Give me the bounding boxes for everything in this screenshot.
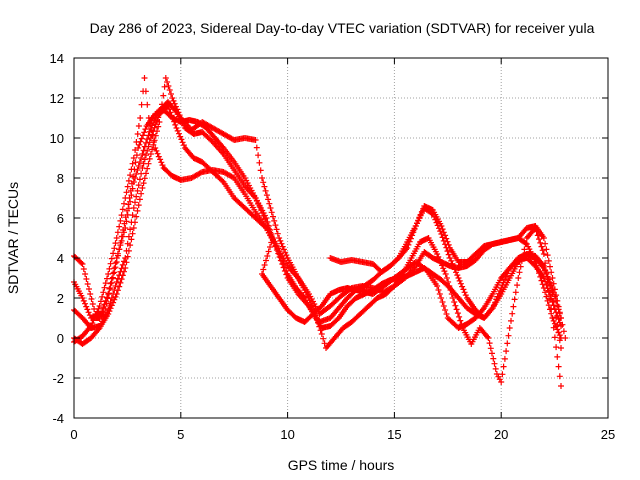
x-tick-label: 5 bbox=[177, 427, 184, 442]
data-series bbox=[71, 75, 569, 389]
x-axis-label: GPS time / hours bbox=[288, 457, 395, 473]
x-tick-label: 15 bbox=[387, 427, 401, 442]
data-points bbox=[71, 75, 564, 389]
y-tick-label: -4 bbox=[52, 411, 64, 426]
series-arc-6 bbox=[327, 203, 569, 341]
y-tick-label: 2 bbox=[57, 291, 64, 306]
y-tick-label: 8 bbox=[57, 171, 64, 186]
y-tick-label: 0 bbox=[57, 331, 64, 346]
y-axis-label: SDTVAR / TECUs bbox=[5, 182, 21, 294]
data-points bbox=[71, 75, 564, 345]
series-arc-4 bbox=[71, 75, 564, 389]
x-tick-label: 0 bbox=[70, 427, 77, 442]
data-points bbox=[327, 203, 569, 341]
y-tick-label: -2 bbox=[52, 371, 64, 386]
y-tick-label: 4 bbox=[57, 251, 64, 266]
y-tick-label: 10 bbox=[50, 131, 64, 146]
series-arc-5 bbox=[71, 107, 564, 331]
y-tick-label: 12 bbox=[50, 91, 64, 106]
chart-title: Day 286 of 2023, Sidereal Day-to-day VTE… bbox=[90, 20, 595, 36]
axis-ticks: 0 5 10 15 20 25 -4 -2 0 2 4 6 8 10 12 14 bbox=[50, 51, 616, 442]
series-arc-2 bbox=[71, 75, 564, 345]
x-tick-label: 25 bbox=[601, 427, 615, 442]
data-points bbox=[71, 107, 564, 331]
x-tick-label: 20 bbox=[494, 427, 508, 442]
plot-frame bbox=[73, 57, 609, 419]
x-tick-label: 10 bbox=[280, 427, 294, 442]
y-tick-label: 6 bbox=[57, 211, 64, 226]
y-tick-label: 14 bbox=[50, 51, 64, 66]
